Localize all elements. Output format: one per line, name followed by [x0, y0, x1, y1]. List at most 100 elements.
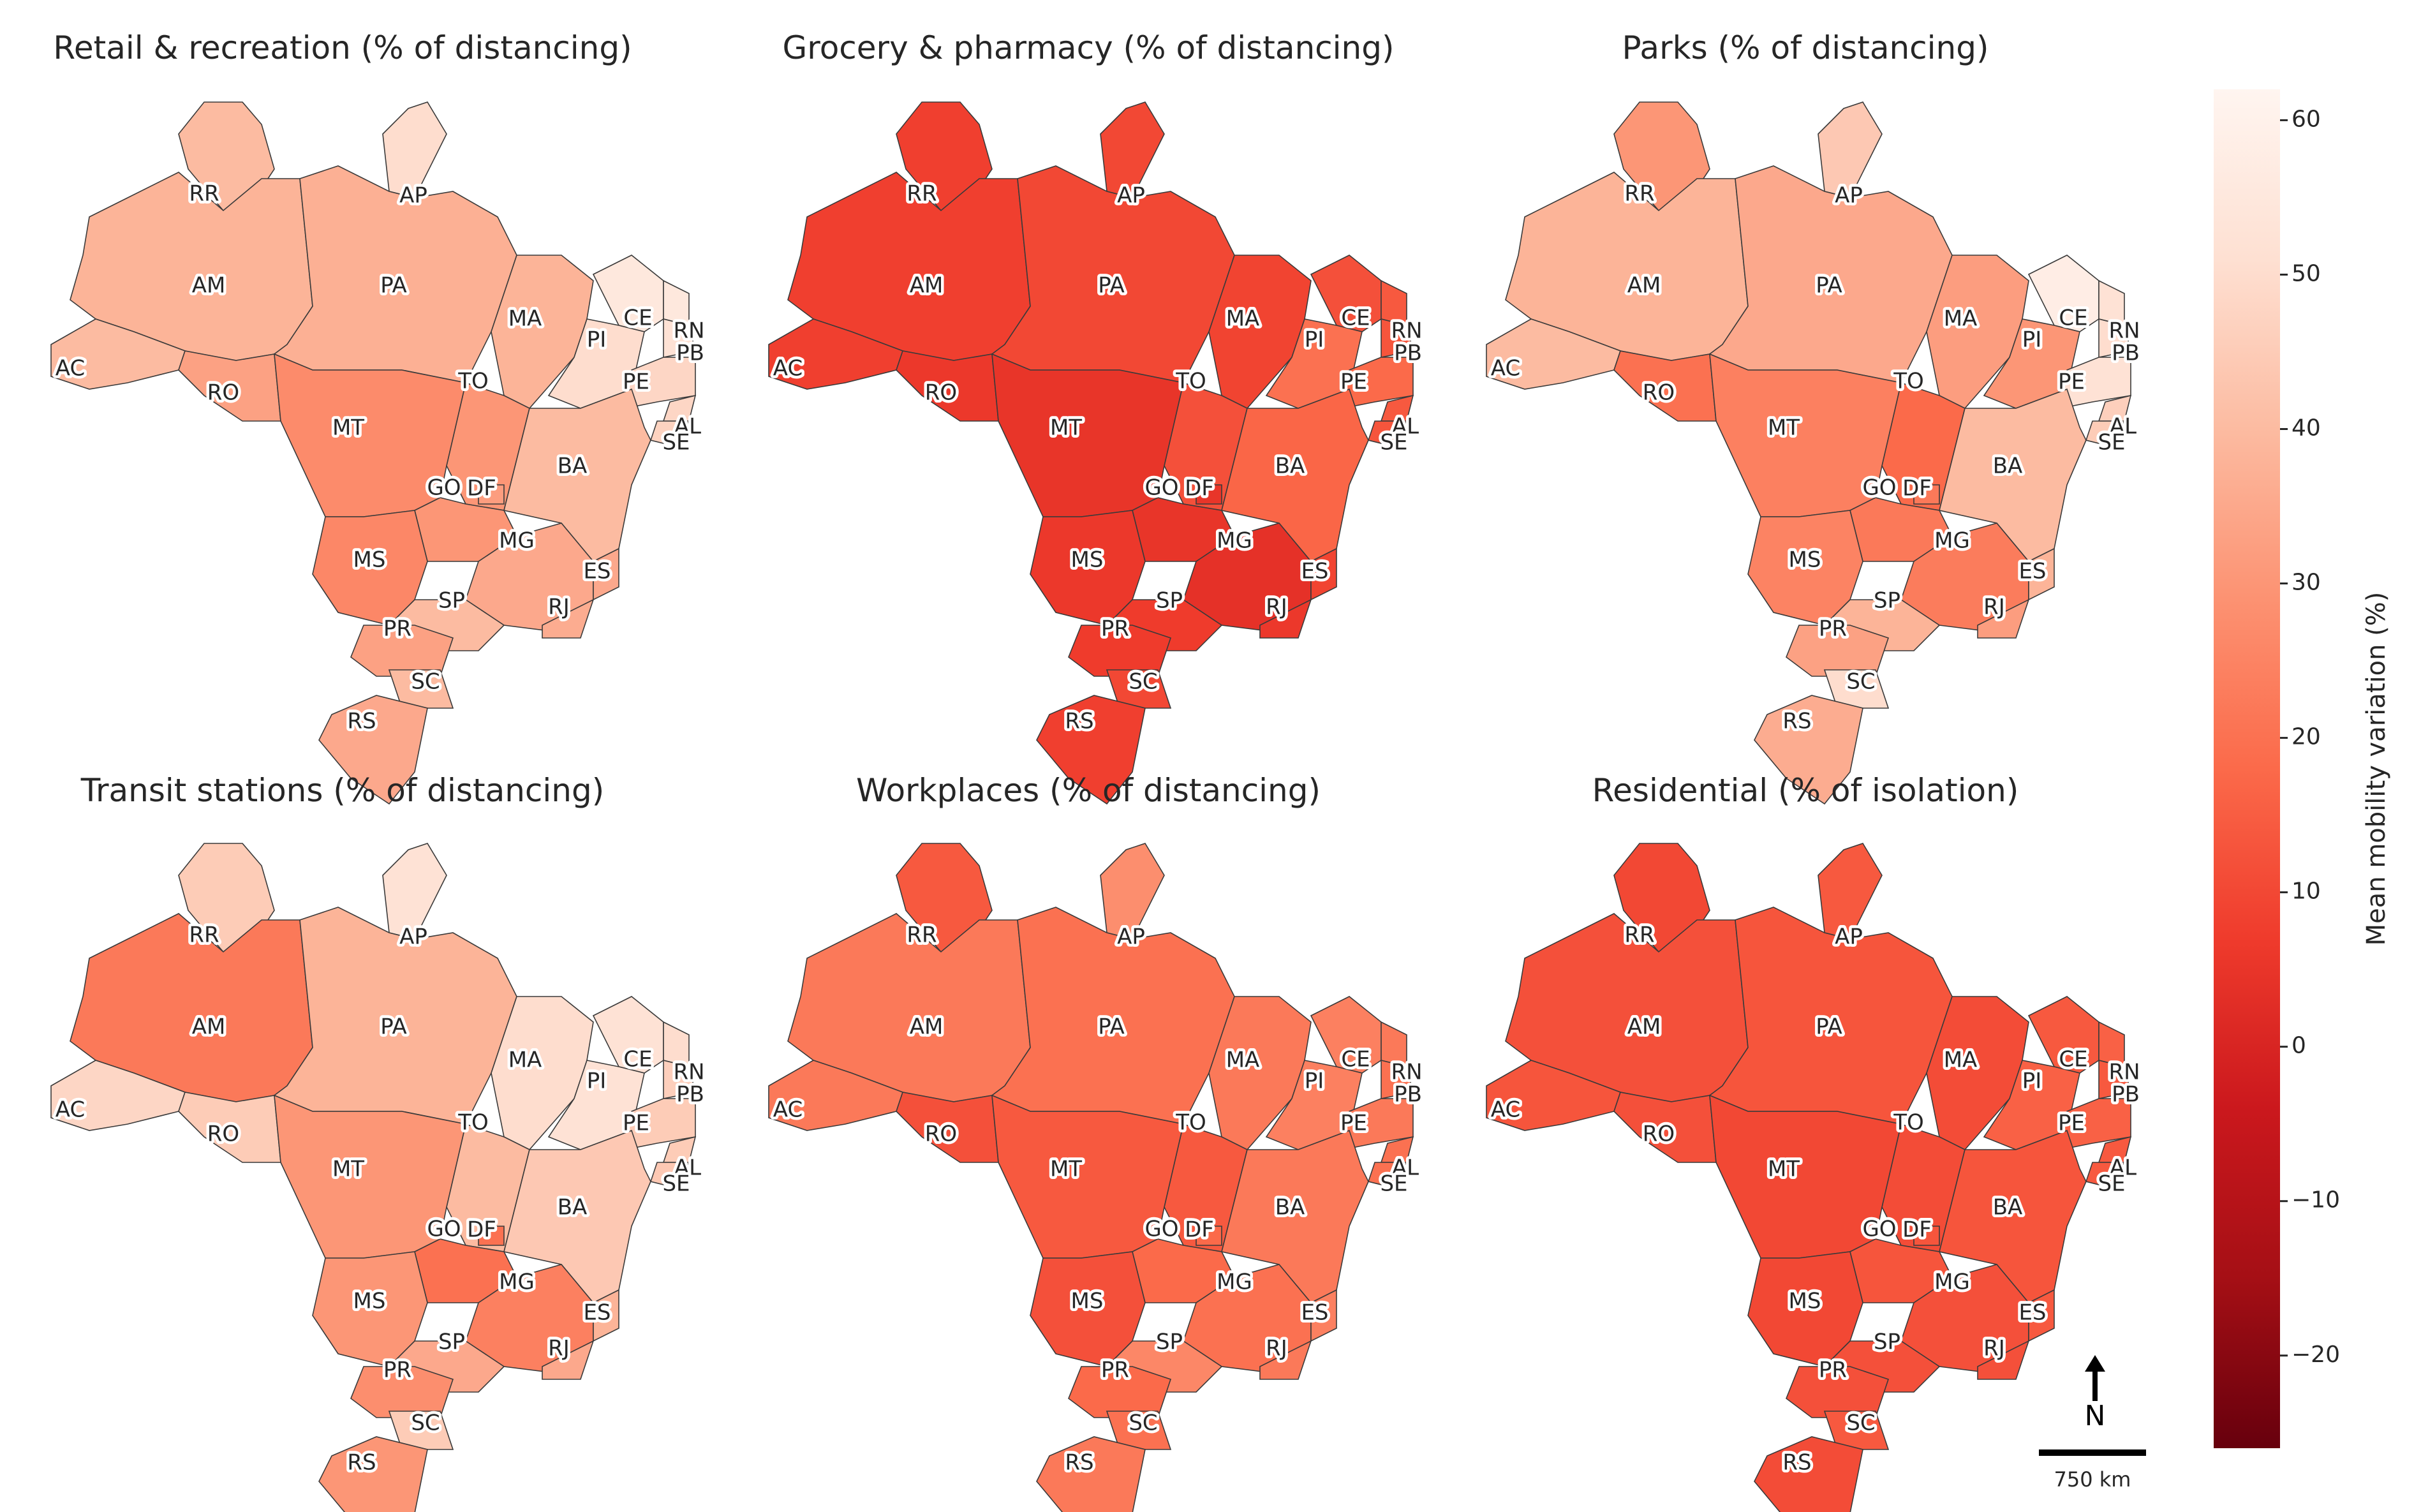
state-label-sp: SP: [1156, 1330, 1183, 1355]
state-ba: [1939, 1129, 2087, 1303]
state-label-to: TO: [1175, 369, 1206, 394]
state-ba: [1221, 1129, 1369, 1303]
state-label-ma: MA: [508, 306, 542, 332]
state-label-se: SE: [1380, 430, 1407, 456]
state-rj: [1977, 1340, 2030, 1380]
state-label-sc: SC: [411, 1411, 440, 1436]
state-rj: [1259, 598, 1312, 639]
state-sc: [1106, 669, 1172, 709]
state-es: [1310, 1289, 1337, 1342]
state-df: [478, 1226, 505, 1246]
state-label-sp: SP: [1874, 588, 1900, 614]
state-label-ac: AC: [1491, 356, 1520, 382]
state-label-al: AL: [1392, 1155, 1419, 1181]
state-es: [2028, 1289, 2055, 1342]
state-label-pa: PA: [380, 273, 407, 299]
state-label-mt: MT: [1768, 415, 1800, 441]
state-label-to: TO: [457, 1110, 489, 1136]
state-label-rn: RN: [673, 318, 704, 344]
state-df: [1913, 1226, 1940, 1246]
state-label-rs: RS: [1065, 709, 1093, 734]
map-panel-5: Workplaces (% of distancing) RR AP AM PA MA CE…: [768, 772, 1425, 1512]
state-se: [649, 1162, 690, 1189]
state-label-se: SE: [662, 1171, 690, 1197]
state-label-ro: RO: [207, 1122, 239, 1147]
state-label-sc: SC: [1129, 669, 1157, 695]
state-label-go: GO: [427, 475, 461, 501]
state-label-sc: SC: [411, 669, 440, 695]
state-se: [1367, 420, 1408, 447]
state-label-es: ES: [1301, 1300, 1328, 1326]
state-label-rr: RR: [1624, 923, 1654, 948]
state-label-pi: PI: [587, 1069, 607, 1094]
colorbar-tick-label: 60: [2292, 106, 2321, 132]
state-label-ba: BA: [1993, 454, 2023, 479]
state-label-pi: PI: [2022, 1069, 2042, 1094]
state-sc: [388, 1411, 454, 1450]
state-label-rn: RN: [2108, 318, 2140, 344]
state-label-ro: RO: [925, 380, 957, 406]
state-label-mg: MG: [1934, 1270, 1970, 1295]
state-df: [478, 484, 505, 505]
state-label-rs: RS: [347, 1450, 376, 1476]
state-label-es: ES: [583, 559, 611, 584]
state-rs: [1036, 695, 1146, 805]
state-label-pb: PB: [676, 1082, 704, 1108]
state-label-rr: RR: [189, 923, 219, 948]
state-rs: [1036, 1436, 1146, 1512]
state-label-rn: RN: [1391, 318, 1422, 344]
state-label-to: TO: [1893, 1110, 1924, 1136]
state-sc: [1823, 1411, 1890, 1450]
state-label-pi: PI: [2022, 327, 2042, 353]
panel-title: Residential (% of isolation): [1592, 772, 2019, 809]
state-label-pa: PA: [380, 1014, 407, 1040]
state-rs: [318, 1436, 428, 1512]
state-label-ms: MS: [1071, 547, 1104, 573]
state-label-rr: RR: [907, 923, 937, 948]
state-label-mt: MT: [1050, 415, 1082, 441]
state-label-am: AM: [910, 273, 944, 299]
colorbar-tick-label: −10: [2292, 1187, 2340, 1213]
state-label-df: DF: [1185, 1217, 1214, 1243]
state-label-rs: RS: [1782, 1450, 1811, 1476]
state-label-to: TO: [457, 369, 489, 394]
state-label-ap: AP: [1117, 183, 1145, 209]
state-pb: [1381, 318, 1414, 358]
state-label-pe: PE: [2058, 369, 2085, 395]
north-arrow-icon: [2085, 1355, 2105, 1372]
colorbar-gradient: [2214, 89, 2280, 1448]
state-label-ce: CE: [623, 306, 652, 331]
map-panel-4: Transit stations (% of distancing) RR AP AM…: [50, 772, 707, 1512]
state-label-mg: MG: [499, 528, 535, 554]
state-label-se: SE: [662, 430, 690, 456]
state-rj: [1977, 598, 2030, 639]
state-ba: [503, 1129, 651, 1303]
state-label-df: DF: [467, 1217, 496, 1243]
state-label-ac: AC: [56, 1097, 85, 1123]
state-label-df: DF: [1185, 476, 1214, 501]
state-label-rn: RN: [1391, 1060, 1422, 1085]
colorbar-ticks: 60 50 40 30 20 10 0 −10 −20: [2280, 106, 2340, 1368]
state-label-ac: AC: [56, 356, 85, 382]
state-label-rs: RS: [1782, 709, 1811, 734]
map-panel-6: Residential (% of isolation) RR AP AM PA MA CE…: [1486, 772, 2143, 1512]
state-label-sc: SC: [1846, 1411, 1875, 1436]
state-ro: [1613, 350, 1717, 422]
state-label-ba: BA: [558, 454, 588, 479]
colorbar-tick-label: 40: [2292, 415, 2321, 441]
state-label-to: TO: [1893, 369, 1924, 394]
state-pb: [2098, 318, 2131, 358]
state-label-am: AM: [910, 1014, 944, 1040]
state-label-df: DF: [1902, 476, 1932, 501]
state-label-es: ES: [2018, 1300, 2046, 1326]
state-ro: [178, 1092, 281, 1163]
state-label-mt: MT: [1768, 1157, 1800, 1182]
state-label-pe: PE: [1340, 369, 1367, 395]
state-ro: [178, 350, 281, 422]
state-label-se: SE: [2098, 1171, 2125, 1197]
state-pb: [663, 1059, 696, 1099]
